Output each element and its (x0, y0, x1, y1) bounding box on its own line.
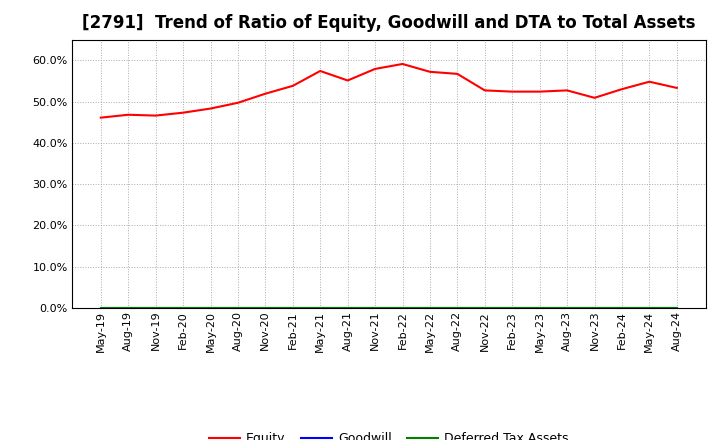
Equity (179, 110, 187, 115)
Goodwill (261, 305, 270, 311)
Equity (151, 113, 160, 118)
Goodwill (398, 305, 407, 311)
Equity (96, 115, 105, 120)
Goodwill (672, 305, 681, 311)
Equity (563, 88, 572, 93)
Goodwill (426, 305, 434, 311)
Equity (261, 91, 270, 96)
Goodwill (508, 305, 516, 311)
Equity (289, 83, 297, 88)
Deferred Tax Assets (343, 305, 352, 311)
Goodwill (618, 305, 626, 311)
Deferred Tax Assets (233, 305, 242, 311)
Goodwill (179, 305, 187, 311)
Deferred Tax Assets (453, 305, 462, 311)
Deferred Tax Assets (590, 305, 599, 311)
Deferred Tax Assets (151, 305, 160, 311)
Deferred Tax Assets (645, 305, 654, 311)
Equity (206, 106, 215, 111)
Line: Equity: Equity (101, 64, 677, 117)
Deferred Tax Assets (508, 305, 516, 311)
Goodwill (96, 305, 105, 311)
Goodwill (289, 305, 297, 311)
Goodwill (590, 305, 599, 311)
Goodwill (371, 305, 379, 311)
Goodwill (536, 305, 544, 311)
Deferred Tax Assets (480, 305, 489, 311)
Deferred Tax Assets (536, 305, 544, 311)
Equity (371, 66, 379, 72)
Equity (590, 95, 599, 100)
Deferred Tax Assets (96, 305, 105, 311)
Deferred Tax Assets (672, 305, 681, 311)
Deferred Tax Assets (618, 305, 626, 311)
Deferred Tax Assets (316, 305, 325, 311)
Goodwill (343, 305, 352, 311)
Equity (233, 100, 242, 106)
Equity (508, 89, 516, 94)
Deferred Tax Assets (206, 305, 215, 311)
Goodwill (563, 305, 572, 311)
Goodwill (645, 305, 654, 311)
Deferred Tax Assets (179, 305, 187, 311)
Equity (124, 112, 132, 117)
Title: [2791]  Trend of Ratio of Equity, Goodwill and DTA to Total Assets: [2791] Trend of Ratio of Equity, Goodwil… (82, 15, 696, 33)
Deferred Tax Assets (261, 305, 270, 311)
Equity (618, 87, 626, 92)
Deferred Tax Assets (563, 305, 572, 311)
Equity (536, 89, 544, 94)
Equity (343, 78, 352, 83)
Equity (453, 71, 462, 77)
Equity (398, 61, 407, 66)
Goodwill (316, 305, 325, 311)
Equity (316, 68, 325, 73)
Deferred Tax Assets (289, 305, 297, 311)
Equity (645, 79, 654, 84)
Equity (426, 69, 434, 74)
Goodwill (480, 305, 489, 311)
Goodwill (206, 305, 215, 311)
Goodwill (453, 305, 462, 311)
Deferred Tax Assets (426, 305, 434, 311)
Equity (672, 85, 681, 91)
Goodwill (124, 305, 132, 311)
Equity (480, 88, 489, 93)
Deferred Tax Assets (124, 305, 132, 311)
Legend: Equity, Goodwill, Deferred Tax Assets: Equity, Goodwill, Deferred Tax Assets (204, 427, 574, 440)
Deferred Tax Assets (398, 305, 407, 311)
Deferred Tax Assets (371, 305, 379, 311)
Goodwill (151, 305, 160, 311)
Goodwill (233, 305, 242, 311)
